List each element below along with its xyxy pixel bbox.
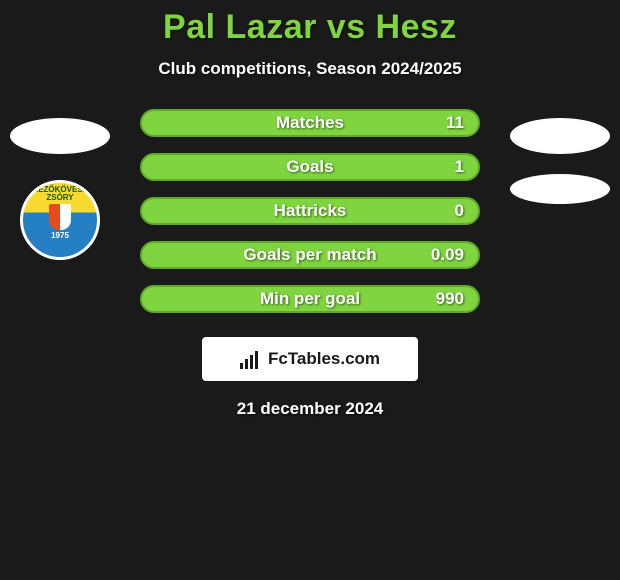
- stat-value: 0.09: [431, 245, 464, 265]
- stat-value: 0: [455, 201, 464, 221]
- club-badge-shield-icon: [49, 204, 71, 230]
- player-avatar-left: [10, 118, 110, 154]
- club-badge-year: 1975: [51, 231, 69, 240]
- date-text: 21 december 2024: [0, 399, 620, 419]
- brand-chart-icon: [240, 349, 264, 369]
- subtitle: Club competitions, Season 2024/2025: [0, 59, 620, 79]
- player-avatar-right: [510, 118, 610, 154]
- stat-row-hattricks: Hattricks 0: [140, 197, 480, 225]
- stat-row-goals: Goals 1: [140, 153, 480, 181]
- stat-row-goals-per-match: Goals per match 0.09: [140, 241, 480, 269]
- stat-label: Min per goal: [260, 289, 360, 309]
- club-badge: MEZŐKÖVESD ZSÓRY 1975: [20, 180, 100, 260]
- player-avatar-right-secondary: [510, 174, 610, 204]
- stat-label: Goals per match: [243, 245, 376, 265]
- stat-row-matches: Matches 11: [140, 109, 480, 137]
- page-title: Pal Lazar vs Hesz: [0, 0, 620, 47]
- brand-text: FcTables.com: [268, 349, 380, 369]
- stat-label: Hattricks: [274, 201, 347, 221]
- stat-value: 990: [436, 289, 464, 309]
- stat-row-min-per-goal: Min per goal 990: [140, 285, 480, 313]
- stat-label: Goals: [286, 157, 333, 177]
- brand-pill[interactable]: FcTables.com: [202, 337, 418, 381]
- stat-value: 1: [455, 157, 464, 177]
- stat-value: 11: [446, 113, 464, 133]
- stat-label: Matches: [276, 113, 344, 133]
